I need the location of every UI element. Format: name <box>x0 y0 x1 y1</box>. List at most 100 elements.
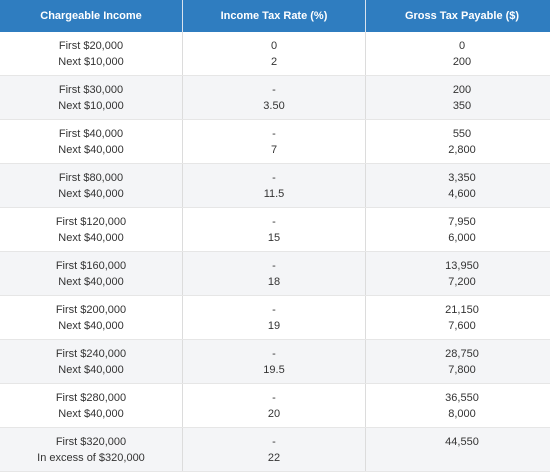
cell-line: - <box>183 170 365 186</box>
header-cell: Income Tax Rate (%) <box>183 0 366 32</box>
cell-line: 7 <box>183 142 365 158</box>
cell-line: First $120,000 <box>0 214 182 230</box>
cell-line: 20 <box>183 406 365 422</box>
cell-line: - <box>183 302 365 318</box>
cell-line: First $280,000 <box>0 390 182 406</box>
cell-line: 7,600 <box>366 318 550 334</box>
cell-line: First $80,000 <box>0 170 182 186</box>
cell-line: In excess of $320,000 <box>0 450 182 466</box>
cell-line: First $240,000 <box>0 346 182 362</box>
table-cell: -20 <box>183 384 366 428</box>
cell-line: First $30,000 <box>0 82 182 98</box>
cell-line: 15 <box>183 230 365 246</box>
cell-line: 28,750 <box>366 346 550 362</box>
cell-line: 0 <box>366 38 550 54</box>
cell-line: 19 <box>183 318 365 334</box>
cell-line: 3,350 <box>366 170 550 186</box>
cell-line: 200 <box>366 54 550 70</box>
table-cell: -15 <box>183 208 366 252</box>
cell-line: 21,150 <box>366 302 550 318</box>
cell-line: 4,600 <box>366 186 550 202</box>
cell-line: 0 <box>183 38 365 54</box>
cell-line: 18 <box>183 274 365 290</box>
table-cell: -19.5 <box>183 340 366 384</box>
table-cell: 44,550 <box>366 428 550 472</box>
cell-line: 11.5 <box>183 186 365 202</box>
cell-line: 22 <box>183 450 365 466</box>
cell-line: Next $40,000 <box>0 142 182 158</box>
cell-line: Next $40,000 <box>0 186 182 202</box>
table-cell: -19 <box>183 296 366 340</box>
cell-line: First $320,000 <box>0 434 182 450</box>
header-row: Chargeable Income Income Tax Rate (%) Gr… <box>0 0 550 32</box>
cell-line: Next $10,000 <box>0 98 182 114</box>
table-cell: -3.50 <box>183 76 366 120</box>
cell-line: 8,000 <box>366 406 550 422</box>
header-cell: Gross Tax Payable ($) <box>366 0 550 32</box>
cell-line: 7,200 <box>366 274 550 290</box>
cell-line: Next $40,000 <box>0 274 182 290</box>
cell-line: - <box>183 434 365 450</box>
cell-line: 2 <box>183 54 365 70</box>
table-head: Chargeable Income Income Tax Rate (%) Gr… <box>0 0 550 32</box>
cell-line: 2,800 <box>366 142 550 158</box>
cell-line: 7,800 <box>366 362 550 378</box>
cell-line: Next $40,000 <box>0 230 182 246</box>
table-cell: -7 <box>183 120 366 164</box>
cell-line <box>366 450 550 466</box>
cell-line: First $20,000 <box>0 38 182 54</box>
header-cell: Chargeable Income <box>0 0 183 32</box>
cell-line: 550 <box>366 126 550 142</box>
cell-line: First $160,000 <box>0 258 182 274</box>
cell-line: 36,550 <box>366 390 550 406</box>
cell-line: Next $40,000 <box>0 362 182 378</box>
cell-line: Next $40,000 <box>0 318 182 334</box>
cell-line: 44,550 <box>366 434 550 450</box>
cell-line: - <box>183 390 365 406</box>
cell-line: 13,950 <box>366 258 550 274</box>
table-cell: -22 <box>183 428 366 472</box>
cell-line: Next $10,000 <box>0 54 182 70</box>
cell-line: Next $40,000 <box>0 406 182 422</box>
cell-line: - <box>183 82 365 98</box>
cell-line: 3.50 <box>183 98 365 114</box>
cell-line: First $40,000 <box>0 126 182 142</box>
cell-line: - <box>183 258 365 274</box>
cell-line: First $200,000 <box>0 302 182 318</box>
table-cell: -18 <box>183 252 366 296</box>
cell-line: 6,000 <box>366 230 550 246</box>
cell-line: 350 <box>366 98 550 114</box>
cell-line: 200 <box>366 82 550 98</box>
